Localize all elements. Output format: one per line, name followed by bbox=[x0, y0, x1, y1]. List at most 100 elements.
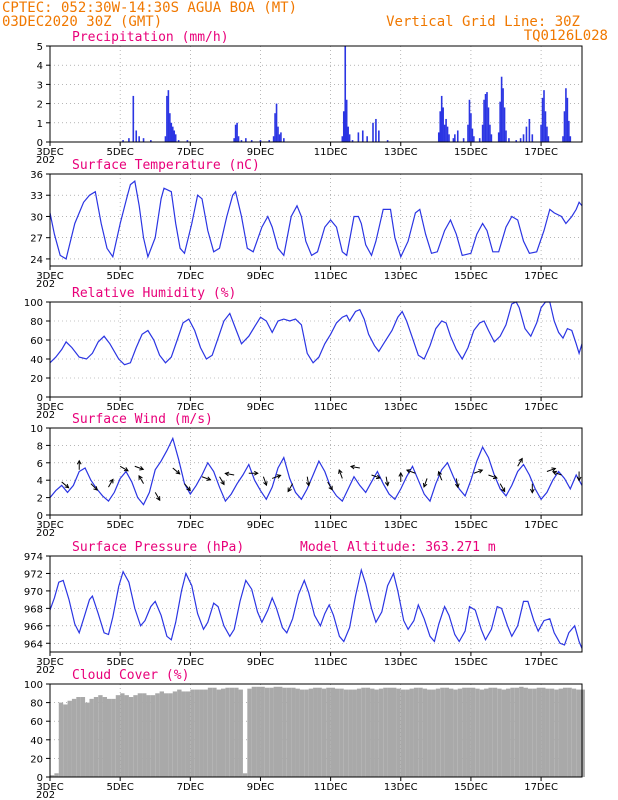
xtick-label: 3DEC bbox=[36, 782, 63, 793]
xtick-label: 3DEC bbox=[36, 147, 63, 158]
wind-arrow-head bbox=[551, 467, 557, 472]
cloud-bar bbox=[527, 688, 533, 777]
xtick-label: 11DEC bbox=[314, 782, 348, 793]
cloud-bar bbox=[128, 697, 134, 777]
cloud-bar bbox=[541, 687, 546, 777]
xtick-year-label: 202 bbox=[36, 790, 55, 800]
precip-bar bbox=[347, 126, 349, 142]
wind-arrow-head bbox=[76, 459, 82, 465]
cloud-bar bbox=[563, 687, 568, 777]
precip-bar bbox=[540, 124, 542, 142]
cloud-bar bbox=[286, 687, 292, 777]
xtick-label: 9DEC bbox=[247, 520, 274, 531]
ytick-label: 974 bbox=[24, 552, 43, 563]
precip-bar bbox=[531, 134, 534, 142]
wind-arrow-head bbox=[478, 469, 484, 474]
wind-arrow-shaft bbox=[287, 483, 294, 492]
precip-bar bbox=[234, 124, 237, 142]
wind-arrow-head bbox=[109, 478, 114, 484]
wind-arrow-shaft bbox=[327, 481, 333, 490]
ytick-label: 6 bbox=[37, 459, 43, 470]
cloud-bar bbox=[453, 689, 458, 777]
precip-bar bbox=[361, 130, 364, 142]
cloud-bar bbox=[317, 687, 322, 777]
cloud-bar bbox=[427, 689, 432, 777]
cloud-bar bbox=[102, 697, 107, 777]
cloud-bar bbox=[278, 686, 283, 777]
precip-bar bbox=[547, 136, 550, 142]
cloud-bar bbox=[308, 688, 314, 777]
wind-arrow bbox=[576, 471, 582, 482]
ytick-label: 36 bbox=[30, 170, 43, 181]
ytick-label: 33 bbox=[30, 191, 43, 202]
cloud-bar bbox=[89, 698, 94, 777]
wind-arrow-shaft bbox=[119, 465, 129, 472]
cloud-bar bbox=[159, 691, 164, 777]
ytick-label: 27 bbox=[30, 234, 43, 245]
precip-bar bbox=[272, 136, 275, 142]
precip-bar bbox=[375, 118, 377, 142]
ytick-label: 80 bbox=[30, 699, 43, 710]
cloud-bar bbox=[194, 689, 200, 777]
precip-bar bbox=[170, 122, 173, 142]
panel-annotation: Model Altitude: 363.271 m bbox=[300, 540, 496, 555]
wind-arrow-head bbox=[156, 496, 161, 502]
cloud-bar bbox=[488, 687, 493, 777]
wind-arrow bbox=[76, 459, 82, 470]
precip-bar bbox=[351, 140, 354, 142]
cloud-bar bbox=[221, 688, 226, 777]
xtick-label: 17DEC bbox=[524, 782, 558, 793]
precip-bar bbox=[372, 122, 374, 142]
precip-bar bbox=[442, 107, 444, 142]
cloud-bar bbox=[519, 686, 524, 777]
cloud-bar bbox=[190, 689, 195, 777]
wind-arrow bbox=[437, 470, 443, 481]
precip-bar bbox=[240, 140, 243, 142]
xtick-label: 7DEC bbox=[177, 657, 204, 668]
cloud-bar bbox=[124, 695, 129, 777]
wind-arrow bbox=[517, 457, 523, 467]
wind-arrow-head bbox=[492, 474, 498, 480]
cloud-bar bbox=[545, 688, 550, 777]
wind-arrow-head bbox=[338, 469, 343, 475]
xtick-label: 5DEC bbox=[106, 147, 133, 158]
precip-bar bbox=[440, 95, 443, 142]
cloud-bar bbox=[256, 686, 261, 777]
cloud-bar bbox=[418, 687, 423, 777]
cloud-bar bbox=[207, 687, 213, 777]
precip-bar bbox=[490, 134, 493, 142]
cloud-bar bbox=[142, 693, 147, 777]
precip-bar bbox=[236, 122, 238, 142]
wind-arrow bbox=[61, 481, 70, 489]
precip-bar bbox=[502, 88, 504, 142]
precip-bar bbox=[142, 138, 145, 142]
wind-arrow-shaft bbox=[350, 465, 360, 469]
ytick-label: 100 bbox=[24, 680, 43, 691]
xtick-label: 7DEC bbox=[177, 271, 204, 282]
precip-bar bbox=[471, 128, 474, 142]
xtick-label: 3DEC bbox=[36, 271, 63, 282]
ytick-label: 20 bbox=[30, 754, 43, 765]
wind-arrow-head bbox=[175, 469, 181, 475]
wind-arrow-head bbox=[138, 474, 143, 480]
cloud-bar bbox=[532, 688, 537, 777]
ytick-label: 60 bbox=[30, 336, 43, 347]
precip-bar bbox=[122, 140, 124, 142]
wind-arrow-shaft bbox=[108, 479, 114, 488]
precip-bar bbox=[169, 113, 171, 142]
cloud-bar bbox=[295, 688, 300, 777]
cloud-bar bbox=[247, 688, 252, 777]
wind-arrow bbox=[422, 478, 428, 488]
wind-arrow-shaft bbox=[225, 472, 235, 476]
cloud-bar bbox=[580, 689, 585, 777]
wind-arrow-shaft bbox=[61, 481, 69, 489]
cloud-bar bbox=[492, 687, 498, 777]
panel-title: Surface Temperature (nC) bbox=[72, 158, 260, 173]
cloud-bar bbox=[63, 704, 68, 777]
cloud-bar bbox=[242, 773, 248, 777]
xtick-label: 15DEC bbox=[454, 271, 488, 282]
cloud-bar bbox=[282, 687, 287, 777]
panel-title: Relative Humidity (%) bbox=[72, 286, 236, 301]
precip-bar bbox=[446, 126, 449, 142]
wind-arrow-shaft bbox=[134, 465, 144, 470]
